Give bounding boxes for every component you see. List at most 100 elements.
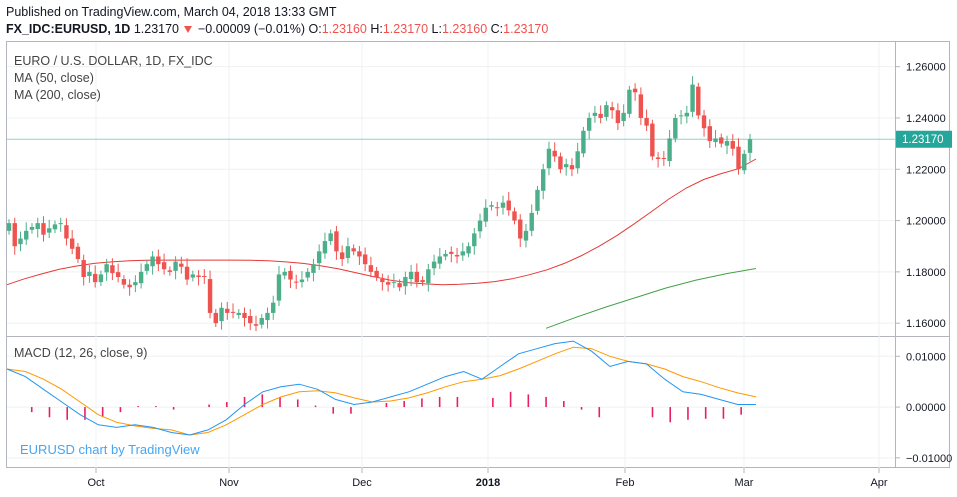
time-axis-ticks: Oct Nov Dec 2018 Feb Mar Apr — [87, 468, 888, 489]
candle-body — [437, 256, 443, 264]
candle-body — [219, 307, 224, 322]
candle-body — [650, 123, 655, 157]
candle-body — [64, 225, 69, 239]
candle-body — [24, 230, 29, 240]
candle-body — [420, 280, 425, 283]
candle-body — [311, 264, 316, 273]
candle-body — [655, 157, 661, 159]
candle-body — [477, 220, 483, 232]
candle-body — [598, 113, 603, 118]
candle-body — [133, 282, 138, 286]
candle-body — [81, 260, 86, 277]
candle-body — [443, 253, 448, 257]
candle-body — [299, 279, 305, 283]
time-tick-label: Dec — [352, 477, 372, 489]
candle-body — [673, 117, 678, 139]
candle-body — [12, 223, 17, 247]
ma50-legend: MA (50, close) — [14, 71, 94, 85]
high-label: H: — [370, 22, 383, 36]
candle-body — [41, 223, 46, 235]
chart-header: Published on TradingView.com, March 04, … — [0, 0, 957, 40]
candle-body — [707, 126, 712, 142]
candle-body — [207, 279, 213, 313]
candle-body — [615, 110, 621, 124]
price-tick-label: 1.16000 — [906, 318, 946, 330]
down-triangle-icon — [184, 26, 193, 34]
open-label: O: — [308, 22, 322, 36]
candle-body — [518, 219, 523, 239]
candle-body — [724, 141, 730, 146]
macd-tick-label: 0.00000 — [906, 402, 946, 414]
candle-body — [35, 223, 40, 230]
candle-body — [362, 254, 368, 265]
candle-body — [385, 282, 391, 285]
candle-body — [495, 207, 500, 209]
candle-body — [449, 251, 454, 254]
time-tick-label: Oct — [87, 477, 104, 489]
candle-body — [454, 254, 460, 257]
open-value: 1.23160 — [321, 22, 367, 36]
time-tick-label: Apr — [870, 477, 887, 489]
candle-body — [167, 270, 173, 272]
candle-body — [6, 223, 12, 231]
candle-body — [357, 251, 362, 257]
symbol-label[interactable]: FX_IDC:EURUSD, 1D — [6, 22, 131, 36]
candle-body — [667, 138, 672, 162]
ma200-line — [545, 268, 757, 329]
candle-body — [529, 212, 534, 231]
grid — [7, 42, 895, 468]
candle-body — [374, 270, 379, 277]
candle-body — [397, 283, 402, 288]
low-value: 1.23160 — [441, 22, 488, 36]
candle-body — [92, 273, 98, 283]
candle-body — [431, 261, 437, 269]
candle-body — [196, 275, 201, 277]
candle-body — [345, 246, 351, 259]
candle-body — [334, 231, 339, 252]
candle-body — [282, 271, 287, 276]
candle-body — [403, 277, 408, 287]
low-label: L: — [431, 22, 442, 36]
candle-body — [18, 238, 23, 245]
candle-body — [115, 272, 121, 277]
candle-body — [558, 156, 563, 170]
time-tick-label: 2018 — [476, 477, 500, 489]
close-value: 1.23170 — [503, 22, 549, 36]
candle-body — [368, 265, 374, 272]
time-tick-label: Nov — [219, 477, 239, 489]
candle-body — [339, 252, 345, 260]
last-price-tag-text: 1.23170 — [902, 134, 944, 146]
price-change: −0.00009 (−0.01%) — [197, 22, 305, 36]
candle-body — [742, 153, 747, 171]
candle-body — [523, 230, 529, 241]
candle-body — [380, 279, 385, 283]
candle-body — [466, 246, 471, 254]
candle-body — [391, 282, 397, 284]
candle-body — [696, 86, 701, 116]
macd-histogram — [30, 391, 742, 423]
candle-body — [414, 271, 420, 283]
close-label: C: — [490, 22, 504, 36]
candle-body — [265, 312, 270, 321]
candle-body — [52, 224, 58, 230]
candle-body — [276, 274, 282, 301]
candle-body — [506, 200, 511, 211]
candle-body — [236, 312, 241, 315]
candle-body — [138, 271, 144, 284]
price-pane-frame — [6, 41, 950, 337]
candle-body — [144, 264, 150, 271]
candle-body — [47, 228, 52, 233]
candle-body — [684, 112, 690, 117]
candle-body — [173, 261, 178, 271]
price-tick-label: 1.22000 — [906, 164, 946, 176]
candle-body — [316, 251, 322, 264]
candle-body — [632, 88, 638, 93]
candle-body — [644, 117, 649, 126]
candle-body — [747, 139, 753, 153]
candle-body — [690, 84, 695, 112]
candle-body — [701, 115, 707, 129]
macd-lines — [6, 340, 757, 436]
candle-body — [609, 107, 615, 111]
time-tick-label: Feb — [616, 477, 635, 489]
